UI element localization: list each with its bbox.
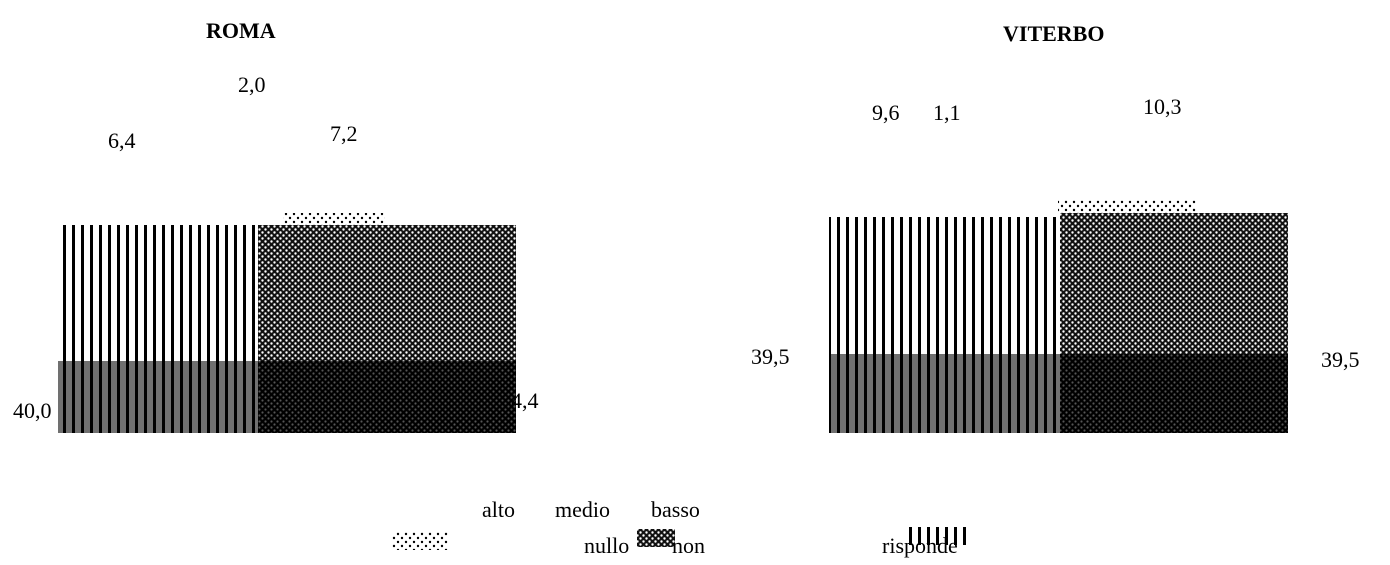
roma-slice-non-risponde (58, 225, 258, 361)
roma-label-basso: 40,0 (13, 398, 52, 423)
legend-label-nullo: nullo (584, 533, 630, 558)
legend-label-risponde: risponde (882, 533, 958, 558)
chart-roma (58, 213, 516, 433)
roma-label-alto: 7,2 (330, 121, 358, 146)
roma-slice-alto (283, 213, 385, 225)
viterbo-slice-non-risponde (829, 217, 1060, 354)
chart-viterbo (829, 200, 1288, 433)
viterbo-slice-basso (1060, 354, 1288, 433)
viterbo-slice-nullo (829, 354, 1060, 433)
legend-label-non: non (672, 533, 705, 558)
viterbo-label-basso: 39,5 (751, 344, 790, 369)
roma-label-medio: 44,4 (512, 388, 539, 413)
legend-label-medio: medio (555, 497, 610, 522)
legend-label-alto: alto (482, 497, 515, 522)
legend-swatch-alto (392, 532, 448, 550)
viterbo-title: VITERBO (1003, 21, 1105, 46)
roma-slice-nullo (58, 361, 258, 433)
viterbo-label-alto: 10,3 (1143, 94, 1182, 119)
roma-label-nullo: 6,4 (108, 128, 136, 153)
viterbo-label-nullo: 9,6 (872, 100, 900, 125)
roma-slice-basso (258, 361, 516, 433)
roma-label-non-risponde: 2,0 (238, 72, 266, 97)
legend-label-basso: basso (651, 497, 700, 522)
legend-swatch-non-risponde (908, 527, 966, 545)
viterbo-label-medio: 39,5 (1321, 347, 1360, 372)
roma-slice-medio (258, 225, 516, 361)
viterbo-slice-alto (1058, 200, 1196, 213)
legend-swatch-basso (637, 529, 675, 547)
viterbo-label-non-risponde: 1,1 (933, 100, 961, 125)
viterbo-slice-medio (1060, 213, 1288, 354)
roma-title: ROMA (206, 18, 276, 43)
